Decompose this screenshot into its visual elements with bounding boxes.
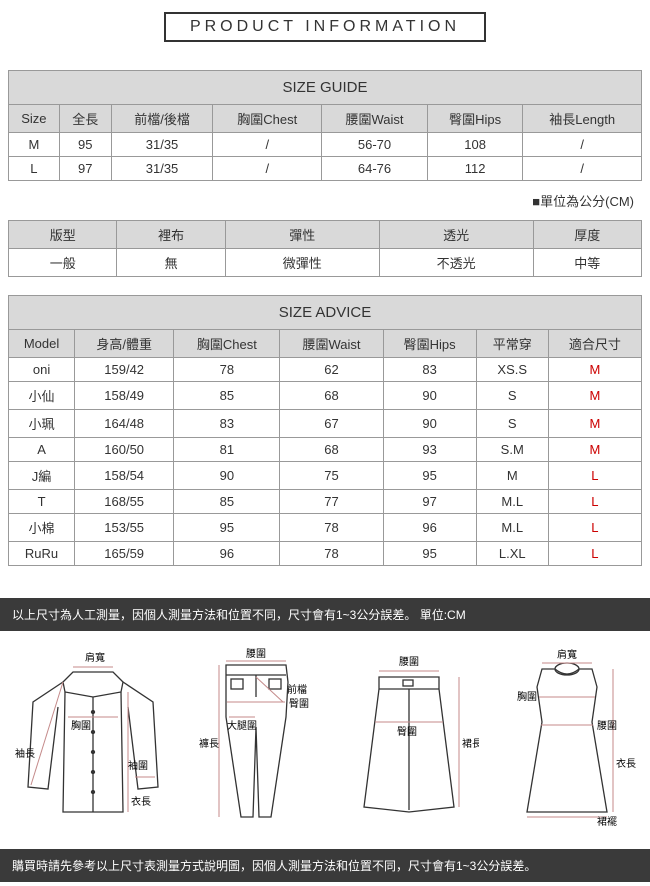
dress-diagram: 肩寬 胸圍 腰圍 衣長 裙襬 [497,647,637,827]
sg-col: 胸圍Chest [213,105,322,133]
table-row: L 97 31/35 / 64-76 112 / [9,157,642,181]
svg-text:衣長: 衣長 [131,795,151,808]
sa-col: 平常穿 [476,330,548,358]
size-advice-title: SIZE ADVICE [9,296,642,330]
svg-text:大腿圍: 大腿圍 [227,719,257,732]
skirt-diagram: 腰圍 臀圍 裙長 [339,647,479,827]
table-row: 一般 無 微彈性 不透光 中等 [9,249,642,277]
attr-col: 彈性 [225,221,379,249]
pants-diagram: 腰圍 前檔 臀圍 大腿圍 褲長 [191,647,321,827]
svg-text:褲長: 褲長 [199,737,219,750]
size-advice-table: SIZE ADVICE Model 身高/體重 胸圍Chest 腰圍Waist … [8,295,642,566]
attr-col: 厚度 [533,221,641,249]
table-row: M 95 31/35 / 56-70 108 / [9,133,642,157]
sa-col: 腰圍Waist [280,330,383,358]
measurement-note-bottom: 購買時請先參考以上尺寸表測量方式說明圖，因個人測量方法和位置不同，尺寸會有1~3… [0,849,650,882]
svg-text:胸圍: 胸圍 [71,719,91,732]
table-row: 小仙158/49856890SM [9,382,642,410]
svg-text:臀圍: 臀圍 [397,726,417,738]
sa-col: 身高/體重 [75,330,174,358]
attributes-table: 版型 裡布 彈性 透光 厚度 一般 無 微彈性 不透光 中等 [8,220,642,277]
sa-col: 適合尺寸 [548,330,641,358]
svg-text:肩寬: 肩寬 [557,648,577,661]
sa-col: 臀圍Hips [383,330,476,358]
svg-text:胸圍: 胸圍 [517,690,537,703]
svg-text:腰圍: 腰圍 [597,720,617,732]
svg-text:袖長: 袖長 [15,747,35,760]
svg-text:袖圍: 袖圍 [128,759,148,772]
sg-col: 袖長Length [523,105,642,133]
sg-col: 腰圍Waist [322,105,428,133]
page-title-wrap: PRODUCT INFORMATION [8,12,642,42]
svg-text:前檔: 前檔 [287,683,307,696]
table-row: 小珮164/48836790SM [9,410,642,438]
page-title: PRODUCT INFORMATION [164,12,486,42]
measurement-diagrams: 肩寬 胸圍 袖長 袖圍 衣長 腰圍 前檔 臀圍 大腿圍 褲長 [0,631,650,835]
svg-text:裙長: 裙長 [462,737,479,750]
sg-col: 臀圍Hips [427,105,523,133]
svg-text:腰圍: 腰圍 [246,648,266,660]
table-row: J編158/54907595ML [9,462,642,490]
svg-text:衣長: 衣長 [616,757,636,770]
unit-note: ■單位為公分(CM) [8,187,642,220]
table-row: 小棉153/55957896M.LL [9,514,642,542]
svg-text:裙襬: 裙襬 [597,815,617,827]
svg-text:腰圍: 腰圍 [399,656,419,668]
sg-col: Size [9,105,60,133]
svg-text:肩寬: 肩寬 [85,651,105,664]
measurement-note-top: 以上尺寸為人工測量，因個人測量方法和位置不同，尺寸會有1~3公分誤差。 單位:C… [0,598,650,631]
sa-col: 胸圍Chest [174,330,280,358]
shirt-diagram: 肩寬 胸圍 袖長 袖圍 衣長 [13,647,173,827]
table-row: RuRu165/59967895L.XLL [9,542,642,566]
attr-col: 版型 [9,221,117,249]
size-guide-title: SIZE GUIDE [9,71,642,105]
table-row: oni159/42786283XS.SM [9,358,642,382]
size-guide-table: SIZE GUIDE Size 全長 前檔/後檔 胸圍Chest 腰圍Waist… [8,70,642,181]
table-row: A160/50816893S.MM [9,438,642,462]
attr-col: 裡布 [117,221,225,249]
sg-col: 前檔/後檔 [111,105,213,133]
attr-col: 透光 [379,221,533,249]
sg-col: 全長 [59,105,111,133]
svg-text:臀圍: 臀圍 [289,698,309,710]
table-row: T168/55857797M.LL [9,490,642,514]
sa-col: Model [9,330,75,358]
